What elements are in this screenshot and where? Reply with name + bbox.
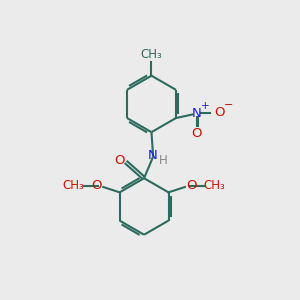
Text: CH₃: CH₃ (141, 48, 162, 61)
Text: +: + (200, 100, 209, 111)
Text: O: O (114, 154, 124, 166)
Text: O: O (191, 127, 202, 140)
Text: CH₃: CH₃ (204, 179, 226, 192)
Text: CH₃: CH₃ (63, 179, 84, 192)
Text: O: O (214, 106, 224, 118)
Text: −: − (224, 100, 233, 110)
Text: H: H (159, 154, 168, 167)
Text: N: N (192, 107, 202, 120)
Text: O: O (92, 179, 102, 192)
Text: N: N (148, 149, 158, 162)
Text: O: O (186, 179, 196, 192)
